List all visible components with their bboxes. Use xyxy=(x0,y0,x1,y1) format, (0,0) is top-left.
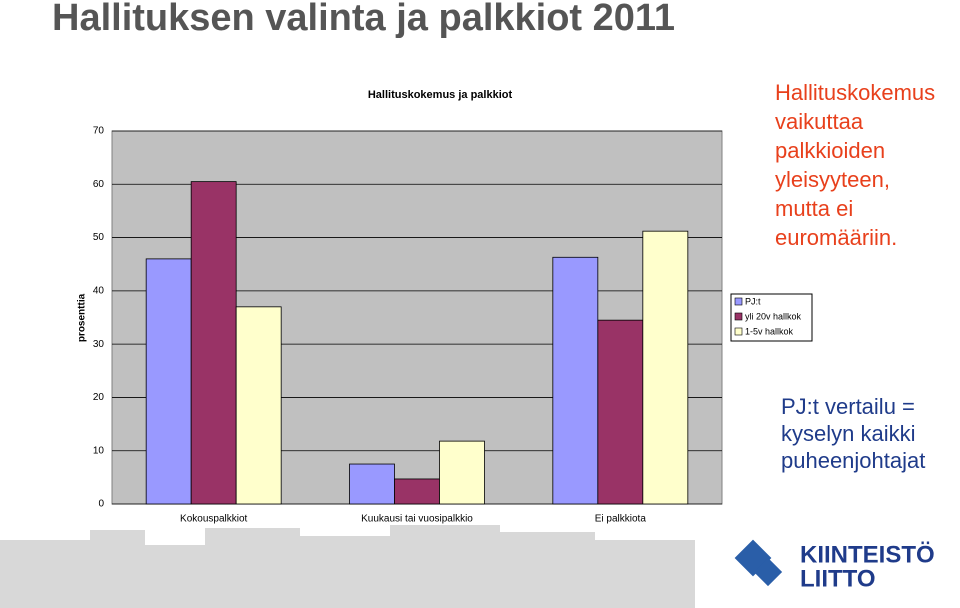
bar xyxy=(439,440,485,505)
x-tick-label: Ei palkkiota xyxy=(595,514,647,525)
bar xyxy=(394,478,440,505)
x-tick-label: Kuukausi tai vuosipalkkio xyxy=(361,514,473,525)
skyline-decoration xyxy=(0,525,695,608)
legend-swatch xyxy=(734,327,743,336)
bar xyxy=(190,181,237,505)
note-line: mutta ei xyxy=(775,196,853,221)
bar xyxy=(145,258,192,505)
note-line: PJ:t vertailu = xyxy=(781,394,915,419)
note-line: palkkioiden xyxy=(775,138,885,163)
logo-text: KIINTEISTÖ xyxy=(800,541,935,568)
note-line: puheenjohtajat xyxy=(781,448,925,473)
note-line: Hallituskokemus xyxy=(775,80,935,105)
chart-title: Hallituskokemus ja palkkiot xyxy=(368,89,513,101)
y-tick-label: 60 xyxy=(93,179,105,190)
y-tick-label: 20 xyxy=(93,392,105,403)
logo-text: LIITTO xyxy=(800,565,876,592)
bar xyxy=(597,319,644,505)
x-tick-label: Kokouspalkkiot xyxy=(180,514,247,525)
y-axis-label: prosenttia xyxy=(77,293,88,342)
y-tick-label: 70 xyxy=(93,126,105,137)
slide-title: Hallituksen valinta ja palkkiot 2011 xyxy=(52,0,675,39)
bar xyxy=(235,306,282,505)
note-line: euromääriin. xyxy=(775,225,897,250)
bar xyxy=(552,256,599,505)
logo xyxy=(734,539,783,587)
y-tick-label: 50 xyxy=(93,232,105,243)
y-tick-label: 10 xyxy=(93,445,105,456)
note-line: kyselyn kaikki xyxy=(781,421,915,446)
legend-label: PJ:t xyxy=(745,296,761,306)
legend-label: 1-5v hallkok xyxy=(745,326,794,336)
legend-box xyxy=(730,293,813,342)
legend-swatch xyxy=(734,297,743,306)
legend-swatch xyxy=(734,312,743,321)
legend-label: yli 20v hallkok xyxy=(745,311,802,321)
note-line: vaikuttaa xyxy=(775,109,864,134)
y-tick-label: 30 xyxy=(93,339,105,350)
bar xyxy=(642,230,689,505)
note-line: yleisyyteen, xyxy=(775,167,890,192)
y-tick-label: 0 xyxy=(98,499,104,510)
bar xyxy=(349,463,395,505)
y-tick-label: 40 xyxy=(93,285,105,296)
